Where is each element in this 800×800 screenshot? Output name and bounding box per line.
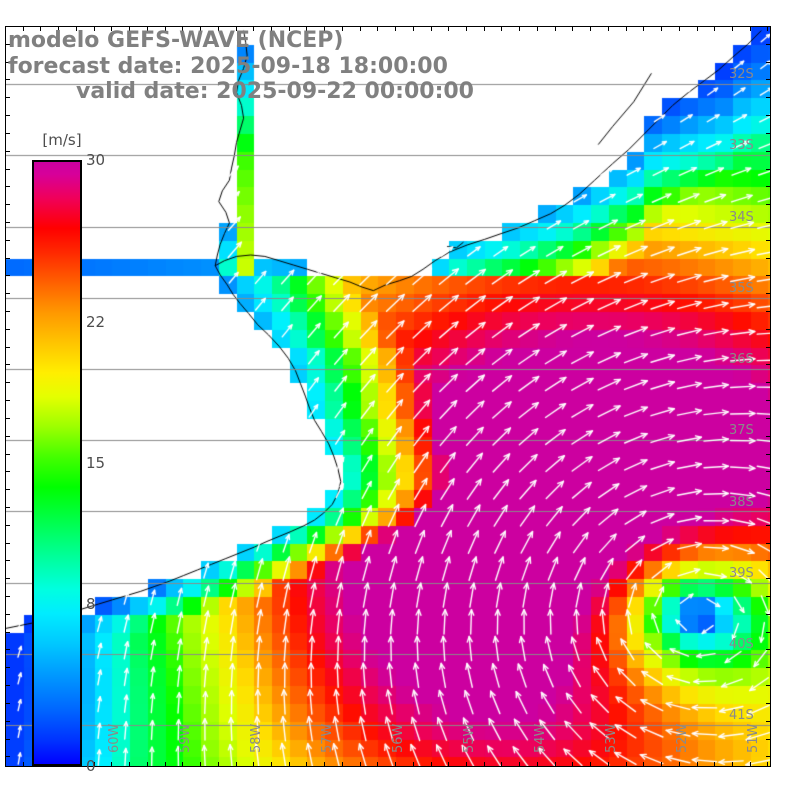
colorbar-unit-label: [m/s] <box>42 131 82 149</box>
axis-ticks-right <box>761 26 771 767</box>
colorbar-tick-0: 0 <box>86 757 96 775</box>
colorbar-tick-30: 30 <box>86 151 106 169</box>
axis-ticks-top <box>5 26 771 36</box>
colorbar-tick-8: 8 <box>86 595 96 614</box>
axis-ticks-bottom <box>5 757 771 767</box>
colorbar-tick-15: 15 <box>86 454 106 472</box>
map-plot-area <box>6 27 770 766</box>
map-frame <box>5 26 771 767</box>
colorbar <box>32 160 82 766</box>
axis-ticks-left <box>5 26 15 767</box>
colorbar-gradient <box>32 160 82 766</box>
wind-direction-arrows <box>6 27 770 766</box>
colorbar-tick-22: 22 <box>86 312 106 331</box>
